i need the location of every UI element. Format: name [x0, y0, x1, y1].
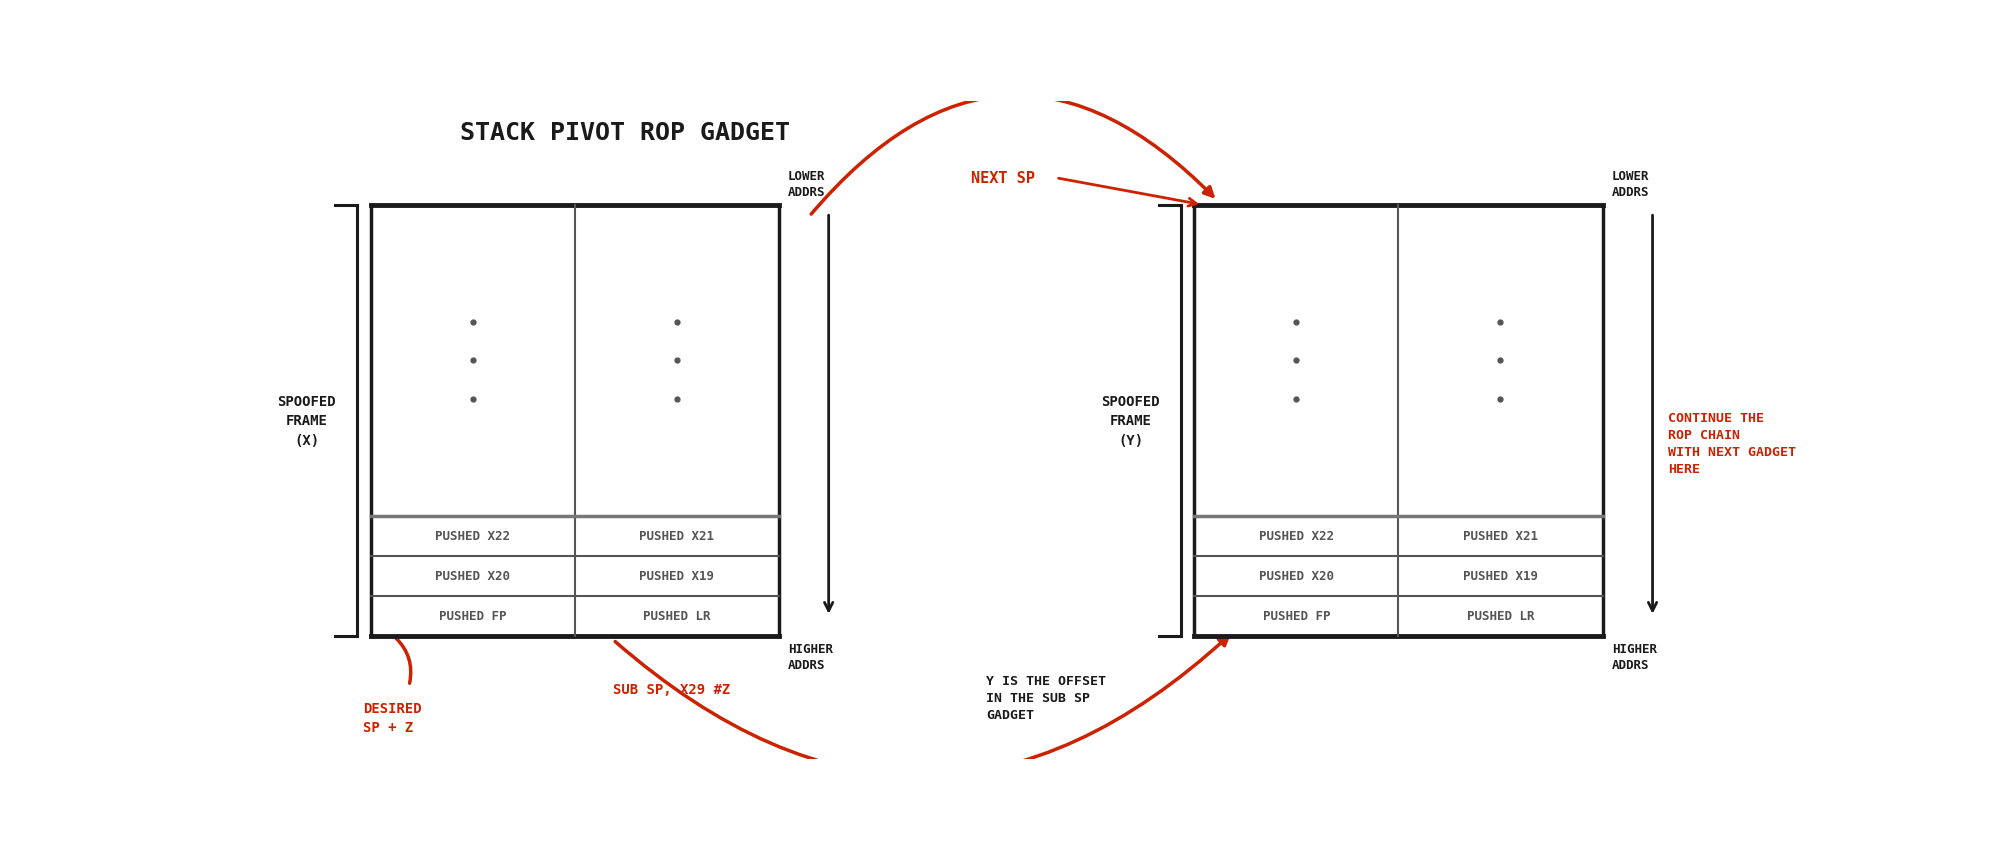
Text: PUSHED X21: PUSHED X21	[640, 530, 714, 543]
Text: PUSHED X21: PUSHED X21	[1462, 530, 1538, 543]
Text: PUSHED X22: PUSHED X22	[1258, 530, 1334, 543]
FancyArrowPatch shape	[396, 638, 410, 683]
Text: Y IS THE OFFSET
IN THE SUB SP
GADGET: Y IS THE OFFSET IN THE SUB SP GADGET	[986, 675, 1106, 722]
FancyArrowPatch shape	[812, 96, 1212, 215]
Text: PUSHED X22: PUSHED X22	[436, 530, 510, 543]
Text: HIGHER
ADDRS: HIGHER ADDRS	[788, 642, 832, 671]
Text: PUSHED FP: PUSHED FP	[1262, 610, 1330, 623]
Text: LOWER
ADDRS: LOWER ADDRS	[788, 171, 826, 200]
Text: PUSHED FP: PUSHED FP	[438, 610, 506, 623]
Text: SUB SP, X29 #Z: SUB SP, X29 #Z	[614, 682, 730, 696]
Text: PUSHED LR: PUSHED LR	[642, 610, 710, 623]
Text: PUSHED X20: PUSHED X20	[1258, 570, 1334, 583]
Text: CONTINUE THE
ROP CHAIN
WITH NEXT GADGET
HERE: CONTINUE THE ROP CHAIN WITH NEXT GADGET …	[1668, 412, 1796, 476]
Text: HIGHER
ADDRS: HIGHER ADDRS	[1612, 642, 1656, 671]
Text: PUSHED LR: PUSHED LR	[1466, 610, 1534, 623]
Text: PUSHED X19: PUSHED X19	[1462, 570, 1538, 583]
Text: DESIRED
SP + Z: DESIRED SP + Z	[362, 701, 422, 734]
Text: PUSHED X20: PUSHED X20	[436, 570, 510, 583]
Text: SPOOFED
FRAME
(Y): SPOOFED FRAME (Y)	[1102, 394, 1160, 447]
FancyArrowPatch shape	[616, 637, 1228, 776]
Text: NEXT SP: NEXT SP	[972, 171, 1034, 186]
Text: LOWER
ADDRS: LOWER ADDRS	[1612, 171, 1650, 200]
Text: STACK PIVOT ROP GADGET: STACK PIVOT ROP GADGET	[460, 120, 790, 144]
Text: PUSHED X19: PUSHED X19	[640, 570, 714, 583]
Text: SPOOFED
FRAME
(X): SPOOFED FRAME (X)	[278, 394, 336, 447]
